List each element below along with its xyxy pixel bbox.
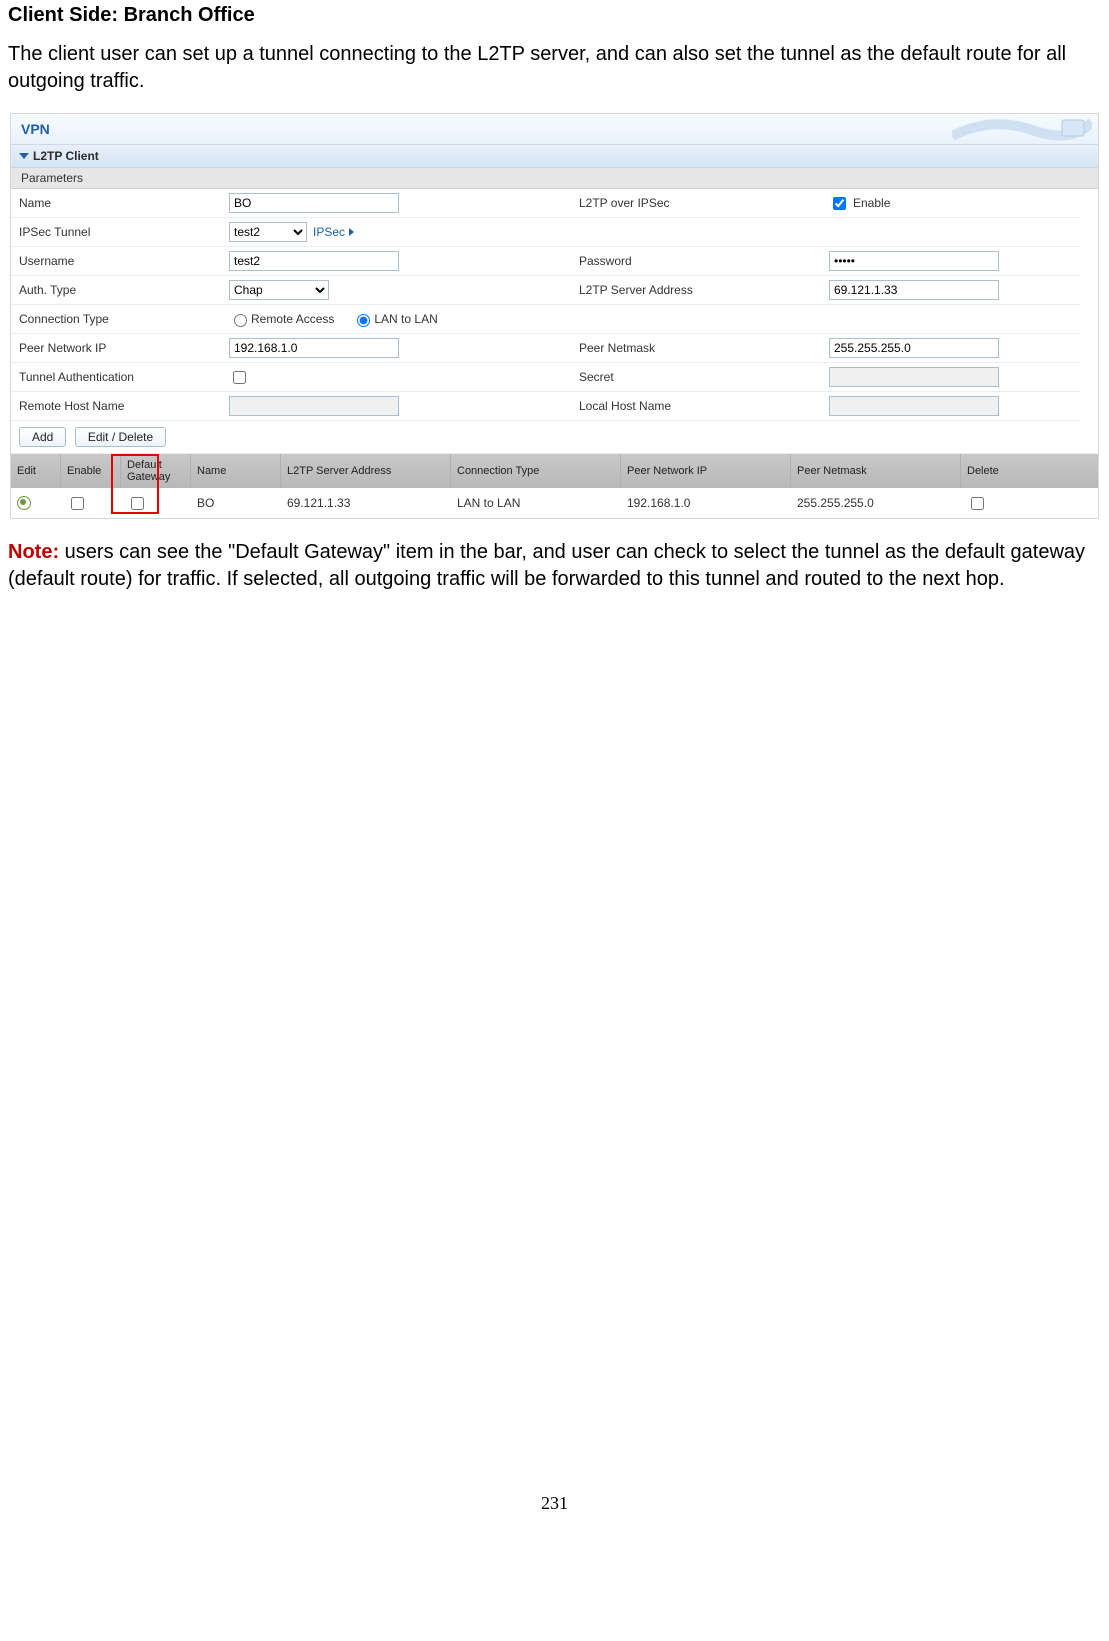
arrow-right-icon <box>349 228 354 236</box>
note-label: Note: <box>8 541 59 563</box>
table-wrap: Edit Enable Default Gateway Name L2TP Se… <box>11 454 1098 518</box>
cell-l2tp-ipsec: Enable <box>821 189 1081 218</box>
th-l2tp-server: L2TP Server Address <box>281 454 451 488</box>
l2tp-client-label: L2TP Client <box>33 149 99 163</box>
th-conn-type: Connection Type <box>451 454 621 488</box>
th-enable: Enable <box>61 454 121 488</box>
th-delete: Delete <box>961 454 1081 488</box>
label-peer-ip: Peer Network IP <box>11 334 221 363</box>
remote-host-input[interactable] <box>229 396 399 416</box>
l2tp-client-bar[interactable]: L2TP Client <box>11 145 1098 168</box>
cell-tunnel-auth <box>221 363 571 392</box>
label-l2tp-server: L2TP Server Address <box>571 276 821 305</box>
td-default-gateway <box>121 488 191 518</box>
cell-auth-type: Chap <box>221 276 571 305</box>
label-password: Password <box>571 247 821 276</box>
auth-type-select[interactable]: Chap <box>229 280 329 300</box>
cell-username <box>221 247 571 276</box>
label-tunnel-auth: Tunnel Authentication <box>11 363 221 392</box>
row-default-gateway-checkbox[interactable] <box>131 497 144 510</box>
cell-peer-netmask <box>821 334 1081 363</box>
page-number: 231 <box>8 1493 1101 1514</box>
label-l2tp-ipsec: L2TP over IPSec <box>571 189 821 218</box>
label-conn-type: Connection Type <box>11 305 221 334</box>
edit-row-radio[interactable] <box>17 496 31 510</box>
enable-ipsec-checkbox[interactable] <box>833 197 846 210</box>
label-ipsec-tunnel: IPSec Tunnel <box>11 218 221 247</box>
header-art <box>952 116 1092 147</box>
row-enable-checkbox[interactable] <box>71 497 84 510</box>
lan-to-lan-radio[interactable] <box>357 314 370 327</box>
td-edit <box>11 488 61 518</box>
vpn-title-bar: VPN <box>11 114 1098 145</box>
cell-ipsec-tunnel: test2 IPSec <box>221 218 1081 247</box>
label-secret: Secret <box>571 363 821 392</box>
vpn-title: VPN <box>21 121 50 137</box>
td-conn-type: LAN to LAN <box>451 488 621 518</box>
label-remote-host: Remote Host Name <box>11 392 221 421</box>
td-delete <box>961 488 1081 518</box>
th-peer-ip: Peer Network IP <box>621 454 791 488</box>
parameters-bar: Parameters <box>11 168 1098 189</box>
add-button[interactable]: Add <box>19 427 66 447</box>
th-default-gateway: Default Gateway <box>121 454 191 488</box>
remote-access-label: Remote Access <box>251 312 334 326</box>
name-input[interactable] <box>229 193 399 213</box>
table-head: Edit Enable Default Gateway Name L2TP Se… <box>11 454 1098 488</box>
th-name: Name <box>191 454 281 488</box>
password-input[interactable] <box>829 251 999 271</box>
td-peer-netmask: 255.255.255.0 <box>791 488 961 518</box>
ipsec-link[interactable]: IPSec <box>313 225 354 239</box>
expand-icon <box>19 153 29 159</box>
note-paragraph: Note: users can see the "Default Gateway… <box>8 539 1101 593</box>
section-heading: Client Side: Branch Office <box>8 4 1101 27</box>
intro-text: The client user can set up a tunnel conn… <box>8 41 1101 95</box>
label-username: Username <box>11 247 221 276</box>
td-peer-ip: 192.168.1.0 <box>621 488 791 518</box>
ipsec-link-text: IPSec <box>313 225 345 239</box>
label-peer-netmask: Peer Netmask <box>571 334 821 363</box>
button-row: Add Edit / Delete <box>11 421 1098 454</box>
table-row: BO 69.121.1.33 LAN to LAN 192.168.1.0 25… <box>11 488 1098 518</box>
cell-peer-ip <box>221 334 571 363</box>
username-input[interactable] <box>229 251 399 271</box>
row-delete-checkbox[interactable] <box>971 497 984 510</box>
cell-name <box>221 189 571 218</box>
remote-access-radio[interactable] <box>234 314 247 327</box>
td-name: BO <box>191 488 281 518</box>
label-auth-type: Auth. Type <box>11 276 221 305</box>
secret-input[interactable] <box>829 367 999 387</box>
edit-delete-button[interactable]: Edit / Delete <box>75 427 166 447</box>
enable-label: Enable <box>853 196 890 210</box>
lan-to-lan-label: LAN to LAN <box>374 312 437 326</box>
tunnel-auth-checkbox[interactable] <box>233 371 246 384</box>
peer-ip-input[interactable] <box>229 338 399 358</box>
cell-remote-host <box>221 392 571 421</box>
cell-local-host <box>821 392 1081 421</box>
form-grid: Name L2TP over IPSec Enable IPSec Tunnel… <box>11 189 1098 421</box>
th-edit: Edit <box>11 454 61 488</box>
cell-conn-type: Remote Access LAN to LAN <box>221 305 1081 334</box>
local-host-input[interactable] <box>829 396 999 416</box>
peer-netmask-input[interactable] <box>829 338 999 358</box>
cell-l2tp-server <box>821 276 1081 305</box>
cell-secret <box>821 363 1081 392</box>
label-name: Name <box>11 189 221 218</box>
ipsec-tunnel-select[interactable]: test2 <box>229 222 307 242</box>
label-local-host: Local Host Name <box>571 392 821 421</box>
cell-password <box>821 247 1081 276</box>
vpn-screenshot: VPN L2TP Client Parameters Name L2TP ove… <box>10 113 1099 519</box>
note-text: users can see the "Default Gateway" item… <box>8 541 1085 590</box>
l2tp-server-input[interactable] <box>829 280 999 300</box>
th-peer-netmask: Peer Netmask <box>791 454 961 488</box>
td-l2tp-server: 69.121.1.33 <box>281 488 451 518</box>
td-enable <box>61 488 121 518</box>
